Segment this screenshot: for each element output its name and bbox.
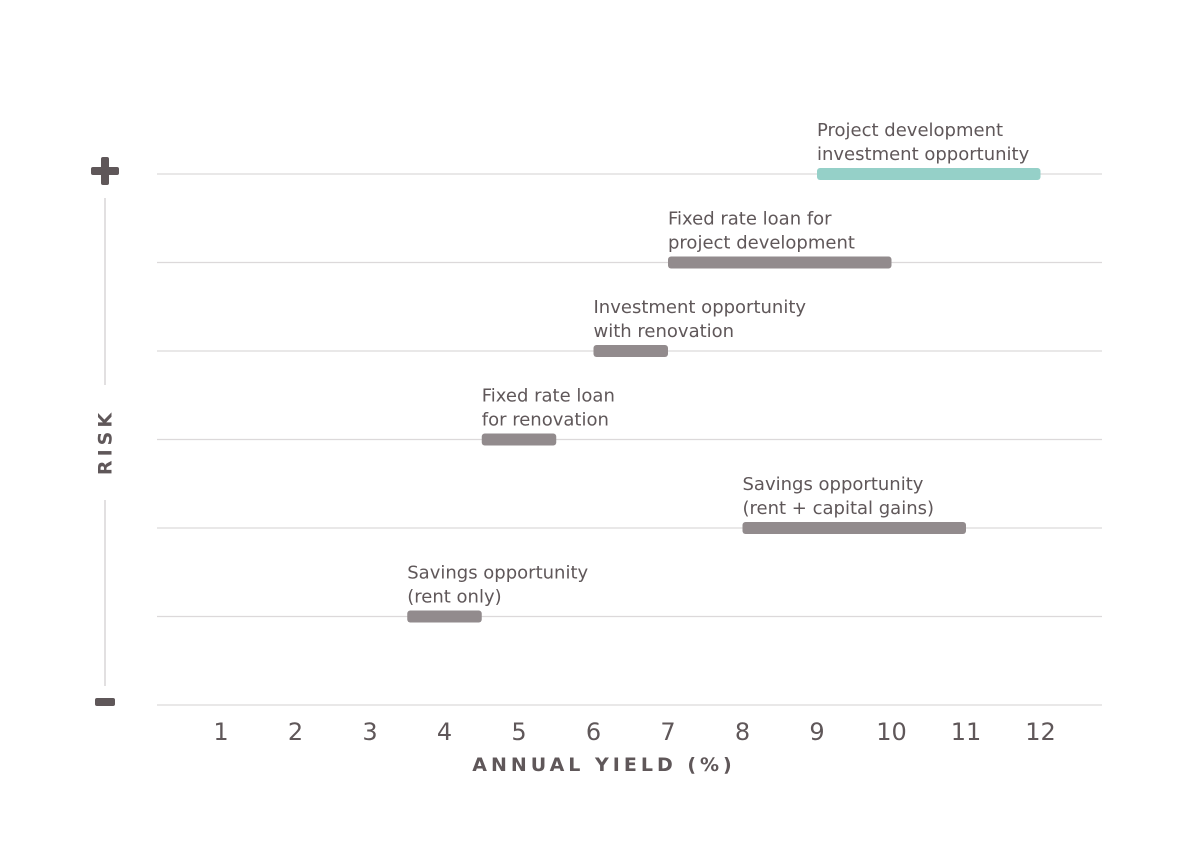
bar-label: Savings opportunity: [407, 563, 588, 584]
minus-icon: [95, 698, 115, 706]
x-tick-label: 11: [951, 718, 982, 746]
bar-label: (rent only): [407, 587, 501, 608]
bar-labels: Savings opportunity (rent only) Savings op…: [407, 120, 1029, 608]
x-tick-label: 4: [437, 718, 452, 746]
x-tick-label: 10: [876, 718, 907, 746]
x-tick-label: 12: [1025, 718, 1056, 746]
bar-label: Savings opportunity: [743, 474, 924, 495]
risk-axis: RISK: [91, 157, 119, 706]
x-axis-title: ANNUAL YIELD (%): [472, 754, 735, 776]
x-tick-label: 3: [362, 718, 377, 746]
bar-label: investment opportunity: [817, 144, 1030, 165]
range-bar: [481, 433, 557, 446]
bar-label: Fixed rate loan for: [668, 209, 832, 230]
bar-label: Project development: [817, 120, 1003, 141]
x-tick-label: 6: [586, 718, 601, 746]
bar-label: for renovation: [482, 410, 609, 431]
bar-label: Fixed rate loan: [482, 386, 615, 407]
range-bar: [407, 610, 482, 623]
x-tick-label: 9: [809, 718, 824, 746]
bar-label: Investment opportunity: [594, 297, 807, 318]
bar-label: project development: [668, 233, 855, 254]
bar-label: (rent + capital gains): [743, 498, 935, 519]
range-bar: [593, 345, 668, 357]
grid-lines: [157, 173, 1102, 706]
risk-axis-title: RISK: [95, 409, 117, 475]
range-bar: [742, 522, 966, 534]
bar-label: with renovation: [594, 321, 735, 342]
x-tick-label: 1: [213, 718, 228, 746]
x-tick-label: 2: [288, 718, 303, 746]
x-tick-label: 8: [735, 718, 750, 746]
x-axis-ticks: 1 2 3 4 5 6 7 8 9 10 11 12: [213, 718, 1055, 746]
range-bar: [817, 168, 1041, 180]
range-bar: [668, 256, 892, 269]
plus-icon: [91, 157, 119, 185]
bars: [407, 168, 1041, 623]
x-tick-label: 5: [511, 718, 526, 746]
x-tick-label: 7: [660, 718, 675, 746]
